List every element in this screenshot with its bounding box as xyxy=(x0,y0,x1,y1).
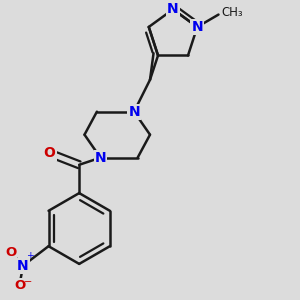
Text: N: N xyxy=(17,259,29,273)
Text: O: O xyxy=(44,146,56,160)
Text: O: O xyxy=(5,246,16,259)
Text: O: O xyxy=(14,279,25,292)
Text: +: + xyxy=(26,251,34,260)
Text: CH₃: CH₃ xyxy=(221,6,243,19)
Text: N: N xyxy=(167,2,179,16)
Text: N: N xyxy=(94,151,106,165)
Text: −: − xyxy=(24,277,32,286)
Text: N: N xyxy=(128,105,140,119)
Text: N: N xyxy=(191,20,203,34)
